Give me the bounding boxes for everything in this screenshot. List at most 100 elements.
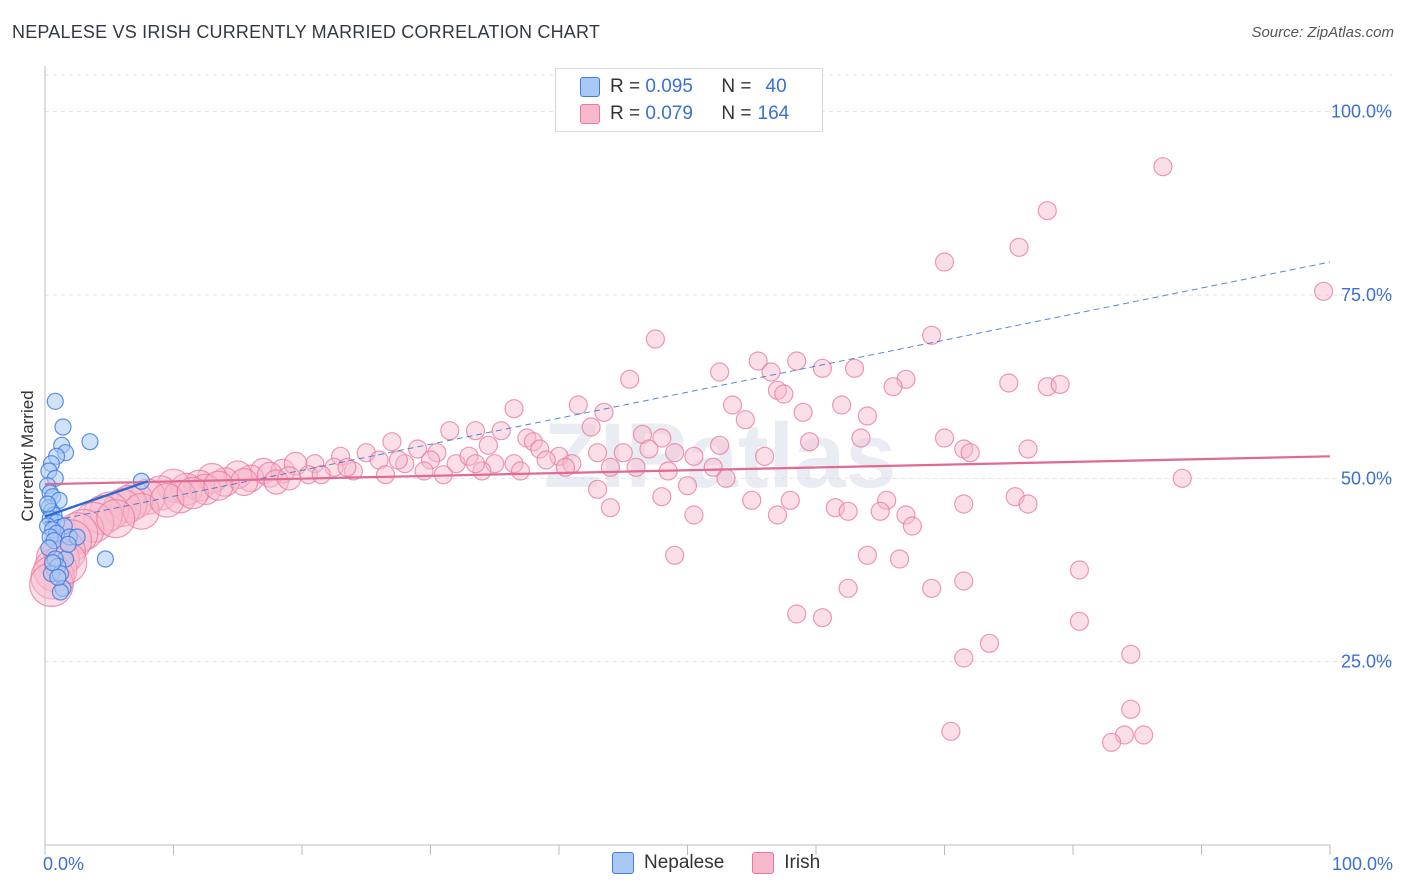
irish-point xyxy=(710,435,730,455)
irish-point xyxy=(844,358,865,378)
irish-point xyxy=(1050,374,1070,395)
irish-point xyxy=(478,435,498,455)
legend-item-irish[interactable]: Irish xyxy=(752,852,820,874)
chart-title: NEPALESE VS IRISH CURRENTLY MARRIED CORR… xyxy=(12,22,601,42)
legend-row-nepalese: R = 0.095 N = 40 xyxy=(580,74,787,100)
nepalese-point xyxy=(81,433,99,451)
irish-point xyxy=(510,461,531,481)
irish-point xyxy=(491,421,511,441)
irish-swatch xyxy=(752,852,775,874)
irish-point xyxy=(1069,560,1090,580)
irish-point xyxy=(1101,732,1122,752)
y-tick-label: 75.0% xyxy=(1341,285,1392,305)
irish-point xyxy=(793,402,813,422)
trend-lines xyxy=(44,261,1331,523)
axes xyxy=(44,66,1331,855)
irish-point xyxy=(954,494,974,514)
irish-point xyxy=(870,501,890,521)
irish-point xyxy=(838,501,858,521)
irish-point xyxy=(883,377,903,397)
irish-point xyxy=(568,395,588,415)
irish-point xyxy=(825,498,845,518)
irish-point xyxy=(889,549,910,569)
nepalese-trend-extrapolated xyxy=(44,261,1331,523)
series-legend: Nepalese Irish xyxy=(612,852,848,874)
irish-point xyxy=(684,505,704,525)
irish-point xyxy=(774,384,794,404)
irish-point xyxy=(330,446,351,466)
irish-point xyxy=(626,457,646,477)
irish-point xyxy=(337,457,357,477)
irish-point xyxy=(838,578,858,598)
irish-point xyxy=(440,421,460,441)
irish-point xyxy=(639,439,659,459)
irish-point xyxy=(1121,644,1141,664)
irish-point xyxy=(979,633,1000,653)
irish-point xyxy=(999,373,1019,393)
irish-point xyxy=(1313,281,1334,301)
nepalese-point xyxy=(59,535,77,553)
irish-point xyxy=(89,491,130,532)
irish-point xyxy=(465,454,486,474)
irish-point xyxy=(934,252,955,272)
irish-point xyxy=(787,604,807,624)
nepalese-point xyxy=(38,495,57,513)
irish-point xyxy=(530,439,550,459)
irish-point xyxy=(934,428,955,448)
irish-point xyxy=(787,351,807,371)
irish-point xyxy=(613,443,633,463)
irish-point xyxy=(523,432,543,452)
irish-point xyxy=(960,443,980,463)
irish-point xyxy=(311,465,331,485)
n-label: N = xyxy=(721,103,752,124)
irish-point xyxy=(587,479,608,499)
stats-legend: R = 0.095 N = 40 R = 0.079 N = 164 xyxy=(555,68,823,132)
legend-label-irish: Irish xyxy=(784,852,821,873)
irish-points xyxy=(29,157,1334,752)
irish-point xyxy=(857,545,878,565)
nepalese-point xyxy=(46,392,64,410)
irish-point xyxy=(1172,468,1192,488)
irish-point xyxy=(600,498,621,518)
irish-point xyxy=(1069,611,1090,631)
legend-row-irish: R = 0.079 N = 164 xyxy=(580,101,789,127)
irish-point xyxy=(581,417,601,437)
irish-point xyxy=(1153,157,1173,177)
irish-point xyxy=(149,482,185,518)
irish-point xyxy=(799,432,820,452)
irish-point xyxy=(375,465,396,485)
irish-point xyxy=(96,499,136,539)
nepalese-trend-line xyxy=(44,480,149,518)
irish-point xyxy=(395,454,415,474)
r-value-irish: 0.079 xyxy=(645,103,693,124)
irish-point xyxy=(388,450,408,470)
irish-point xyxy=(761,362,781,382)
n-value-nepalese: 40 xyxy=(765,76,787,97)
irish-point xyxy=(832,395,852,415)
irish-point xyxy=(1018,439,1038,459)
irish-point xyxy=(677,476,698,496)
irish-point xyxy=(1009,237,1029,257)
irish-point xyxy=(1121,699,1141,719)
irish-point xyxy=(176,476,210,510)
irish-point xyxy=(665,443,685,463)
irish-point xyxy=(877,490,897,510)
irish-point xyxy=(857,406,878,426)
n-label: N = xyxy=(721,76,752,97)
irish-point xyxy=(420,450,441,470)
irish-point xyxy=(465,421,486,441)
nepalese-swatch xyxy=(612,852,634,874)
irish-point xyxy=(645,329,665,349)
irish-point xyxy=(620,369,640,389)
irish-point xyxy=(735,410,755,430)
irish-trend-line xyxy=(44,455,1331,486)
irish-point xyxy=(203,470,234,501)
irish-swatch xyxy=(580,104,600,124)
irish-point xyxy=(812,358,833,378)
nepalese-point xyxy=(54,418,72,436)
irish-point xyxy=(902,516,922,536)
irish-point xyxy=(427,443,447,463)
legend-item-nepalese[interactable]: Nepalese xyxy=(612,852,724,874)
irish-point xyxy=(1018,494,1038,514)
irish-point xyxy=(954,648,974,668)
